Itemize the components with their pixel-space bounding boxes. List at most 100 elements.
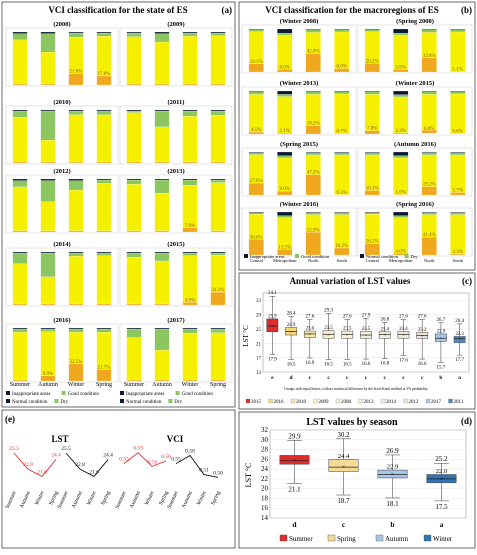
b-1-bar-1-seg-1 — [393, 33, 408, 35]
d-ytick-1: 16 — [261, 504, 269, 512]
d-mean-label-2: 22.9 — [387, 464, 399, 471]
d-ytick-8: 30 — [261, 436, 269, 444]
c-mean-label-1: 24.9 — [287, 323, 296, 328]
c-legend-swatch-0 — [246, 399, 250, 403]
a-3-bar-1-seg-0 — [155, 110, 170, 111]
a-1-bar-1-seg-1 — [155, 34, 170, 42]
b-1-bar-2-seg-0 — [422, 29, 437, 30]
a-season-label-1-1: Autumn — [152, 382, 172, 388]
a-2-bar-1-seg-2 — [41, 140, 56, 162]
a-3-bar-0-seg-3 — [127, 162, 142, 163]
b-4-bar-2-seg-3 — [306, 175, 321, 195]
a-7-label-2: 4.9% — [185, 298, 195, 303]
a-9-bar-3-seg-2 — [211, 333, 226, 380]
b-4-bar-1-seg-1 — [277, 156, 292, 158]
a-5-bar-1-seg-2 — [155, 193, 170, 231]
panel-a-title: VCI classification for the state of ES — [48, 5, 187, 15]
b-6-bar-3-seg-3 — [334, 248, 349, 255]
b-0-bar-1-seg-1 — [277, 33, 292, 35]
a-legend-0-r1-text-0: Inappropriate areas — [12, 392, 51, 397]
b-2-bar-2-seg-3 — [306, 126, 321, 134]
c-mean-label-3: 23.5 — [324, 326, 333, 331]
c-legend-swatch-1 — [269, 399, 273, 403]
a-9-bar-2-seg-1 — [183, 329, 198, 333]
a-legend-0-r2-swatch-1 — [54, 399, 58, 403]
a-9-title: (2017) — [167, 317, 184, 324]
a-5-bar-2-seg-1 — [183, 180, 198, 185]
a-4-bar-3-seg-1 — [97, 180, 112, 183]
a-4-bar-3-seg-0 — [97, 179, 112, 180]
b-5-title: (Autumn 2016) — [394, 141, 436, 148]
a-season-label-0-1: Autumn — [38, 382, 58, 388]
b-1-bar-1-seg-2 — [393, 35, 408, 69]
c-high-label-3: 29.3 — [324, 308, 333, 313]
a-8-bar-1-seg-0 — [41, 328, 56, 329]
b-3-label-0: 7.8% — [367, 127, 377, 132]
a-4-bar-3-seg-3 — [97, 231, 112, 232]
b-6-label-1: 13.2% — [278, 245, 291, 250]
b-6-label-2: 52.9% — [307, 228, 320, 233]
a-6-bar-0-seg-1 — [13, 253, 28, 264]
a-0-bar-0-seg-2 — [13, 40, 28, 84]
a-4-title: (2012) — [53, 168, 70, 175]
c-high-label-6: 26.8 — [380, 317, 389, 322]
a-2-bar-0-seg-1 — [13, 111, 28, 117]
a-2-bar-3-seg-2 — [97, 115, 112, 162]
c-mean-label-0: 25.9 — [268, 314, 277, 319]
a-0-bar-3-seg-2 — [97, 36, 112, 76]
b-0-title: (Winter 2008) — [280, 18, 319, 25]
b-3-bar-1-seg-2 — [393, 97, 408, 133]
b-4-bar-1-seg-0 — [277, 152, 292, 156]
a-0-bar-2-seg-0 — [69, 32, 84, 33]
b-1-bar-2-seg-3 — [422, 58, 437, 72]
b-region-label-1-2: North — [424, 258, 435, 263]
a-6-bar-2-seg-1 — [69, 253, 84, 256]
b-1-bar-2-seg-1 — [422, 30, 437, 33]
a-2-bar-0-seg-0 — [13, 110, 28, 111]
a-8-label-1: 9.9% — [43, 372, 53, 377]
a-5-bar-1-seg-1 — [155, 180, 170, 193]
c-low-label-4: 16.5 — [343, 362, 352, 367]
a-7-bar-2-seg-1 — [183, 253, 198, 256]
a-3-bar-3-seg-0 — [211, 110, 226, 111]
a-4-bar-1-seg-1 — [41, 181, 56, 202]
a-6-bar-3-seg-1 — [97, 253, 112, 256]
c-high-label-9: 26.7 — [437, 318, 446, 323]
b-4-label-2: 47.2% — [307, 171, 320, 176]
a-8-bar-3-seg-2 — [97, 332, 112, 369]
a-season-label-1-3: Spring — [210, 382, 226, 388]
b-3-bar-1-seg-0 — [393, 91, 408, 95]
panel-d-letter: (d) — [461, 416, 472, 426]
a-9-bar-2-seg-0 — [183, 328, 198, 329]
b-legend-r2-swatch-1 — [405, 254, 409, 258]
b-7-label-0: 26.2% — [366, 240, 379, 245]
b-4-label-1: 9.0% — [280, 187, 290, 192]
b-0-label-1: 6.0% — [280, 65, 290, 70]
c-high-label-1: 28.4 — [287, 312, 296, 317]
b-5-bar-1-seg-2 — [393, 158, 408, 195]
b-4-bar-3-seg-2 — [334, 155, 349, 195]
a-6-bar-3-seg-3 — [97, 304, 112, 305]
c-high-label-8: 27.6 — [418, 315, 427, 320]
b-5-bar-2-seg-3 — [422, 187, 437, 195]
a-1-bar-2-seg-0 — [183, 32, 198, 33]
d-ytick-9: 32 — [261, 426, 269, 434]
c-ytick-3: 25 — [256, 328, 262, 333]
c-mean-marker-2: × — [309, 331, 311, 336]
d-legend-text-1: Spring — [337, 535, 356, 543]
d-legend-swatch-0 — [280, 535, 287, 541]
a-9-bar-1-seg-2 — [155, 350, 170, 380]
a-season-label-1-2: Winter — [182, 382, 198, 388]
c-legend-swatch-7 — [404, 399, 408, 403]
a-2-bar-1-seg-1 — [41, 111, 56, 140]
a-2-bar-2-seg-1 — [69, 111, 84, 115]
c-legend-text-9: 2011 — [454, 400, 464, 405]
d-legend-swatch-3 — [424, 535, 431, 541]
a-legend-1-r1-text-1: Good condition — [182, 392, 214, 397]
a-6-bar-0-seg-0 — [13, 252, 28, 253]
d-mean-label-1: 24.4 — [338, 453, 350, 460]
d-ytick-6: 26 — [261, 455, 269, 463]
a-7-bar-3-seg-2 — [211, 255, 226, 292]
c-legend-text-8: 2017 — [431, 400, 442, 405]
d-high-label-0: 29.9 — [288, 432, 301, 440]
